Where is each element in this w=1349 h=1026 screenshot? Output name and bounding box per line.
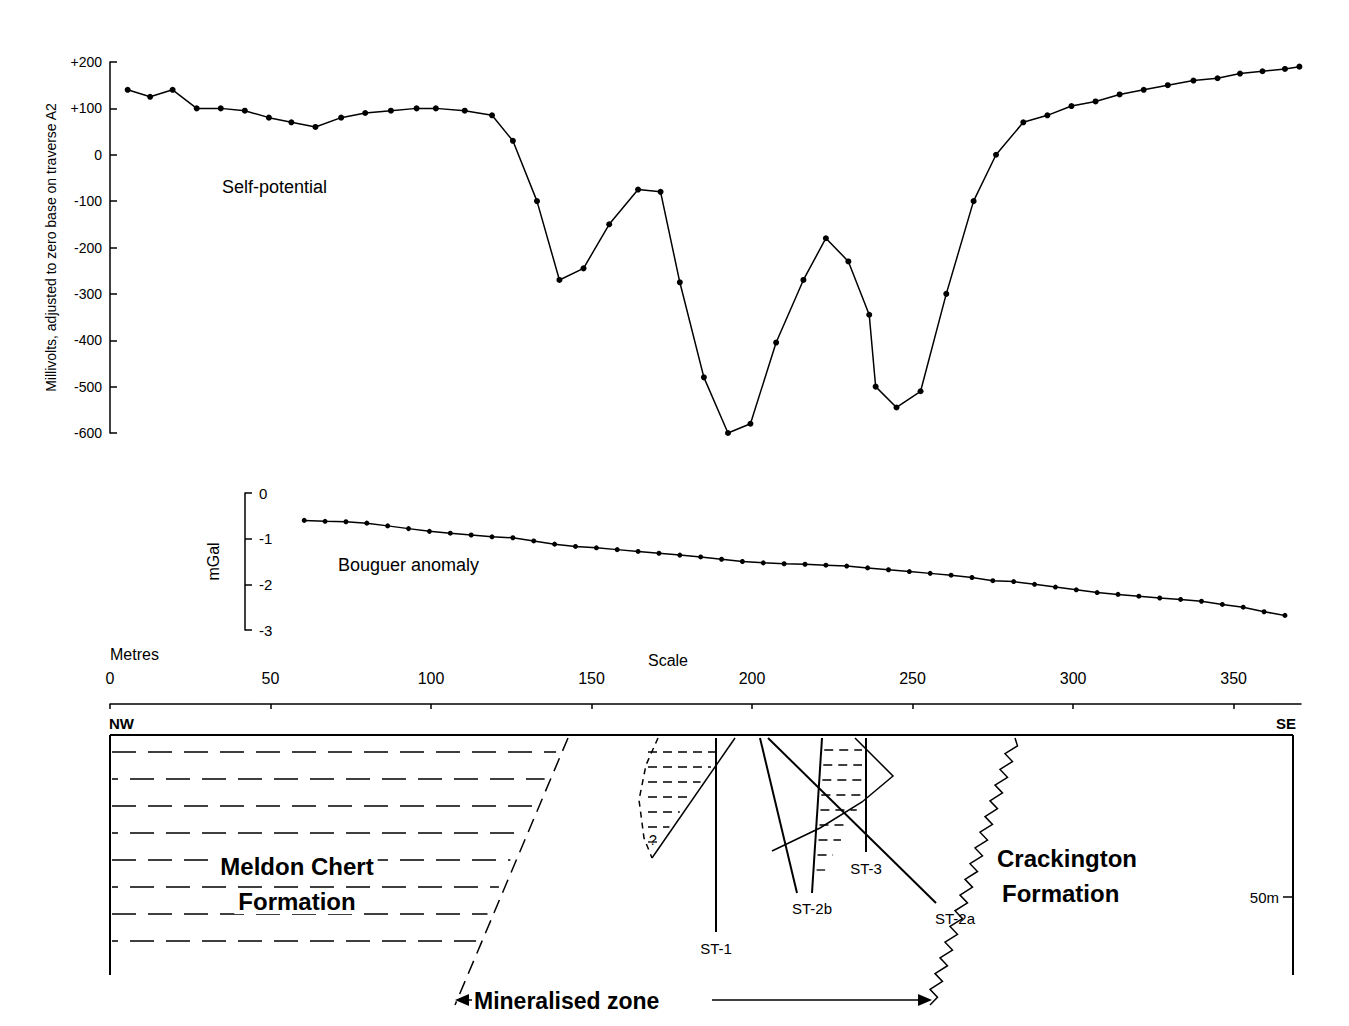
svg-text:SE: SE [1276,715,1296,732]
svg-text:50: 50 [262,670,280,687]
svg-text:Metres: Metres [110,646,159,663]
svg-text:Formation: Formation [1002,880,1119,907]
svg-text:50m: 50m [1250,889,1279,906]
svg-text:Bouguer anomaly: Bouguer anomaly [338,555,479,575]
svg-text:250: 250 [899,670,926,687]
svg-text:100: 100 [418,670,445,687]
svg-text:-600: -600 [74,425,102,441]
svg-text:350: 350 [1220,670,1247,687]
svg-text:ST-1: ST-1 [700,940,732,957]
svg-text:-2: -2 [259,576,272,593]
svg-text:Crackington: Crackington [997,845,1137,872]
svg-text:Scale: Scale [648,652,688,669]
svg-text:Mineralised zone: Mineralised zone [474,988,659,1014]
svg-text:300: 300 [1060,670,1087,687]
svg-text:-100: -100 [74,193,102,209]
svg-text:200: 200 [739,670,766,687]
svg-text:Millivolts, adjusted to zero b: Millivolts, adjusted to zero base on tra… [43,103,59,392]
svg-text:0: 0 [259,485,267,502]
svg-text:Self-potential: Self-potential [222,177,327,197]
svg-text:ST-3: ST-3 [850,860,882,877]
svg-text:Meldon Chert: Meldon Chert [220,853,373,880]
svg-text:-1: -1 [259,530,272,547]
svg-text:+100: +100 [70,100,102,116]
svg-text:150: 150 [578,670,605,687]
svg-text:0: 0 [94,147,102,163]
svg-text:NW: NW [109,715,135,732]
svg-text:?: ? [649,832,657,848]
svg-text:-400: -400 [74,332,102,348]
svg-text:ST-2a: ST-2a [935,910,976,927]
svg-text:-500: -500 [74,379,102,395]
svg-text:-200: -200 [74,240,102,256]
svg-text:-3: -3 [259,622,272,639]
svg-text:+200: +200 [70,54,102,70]
svg-text:mGal: mGal [205,542,222,580]
svg-text:ST-2b: ST-2b [792,900,832,917]
svg-text:-300: -300 [74,286,102,302]
svg-text:0: 0 [106,670,115,687]
svg-text:Formation: Formation [238,888,355,915]
